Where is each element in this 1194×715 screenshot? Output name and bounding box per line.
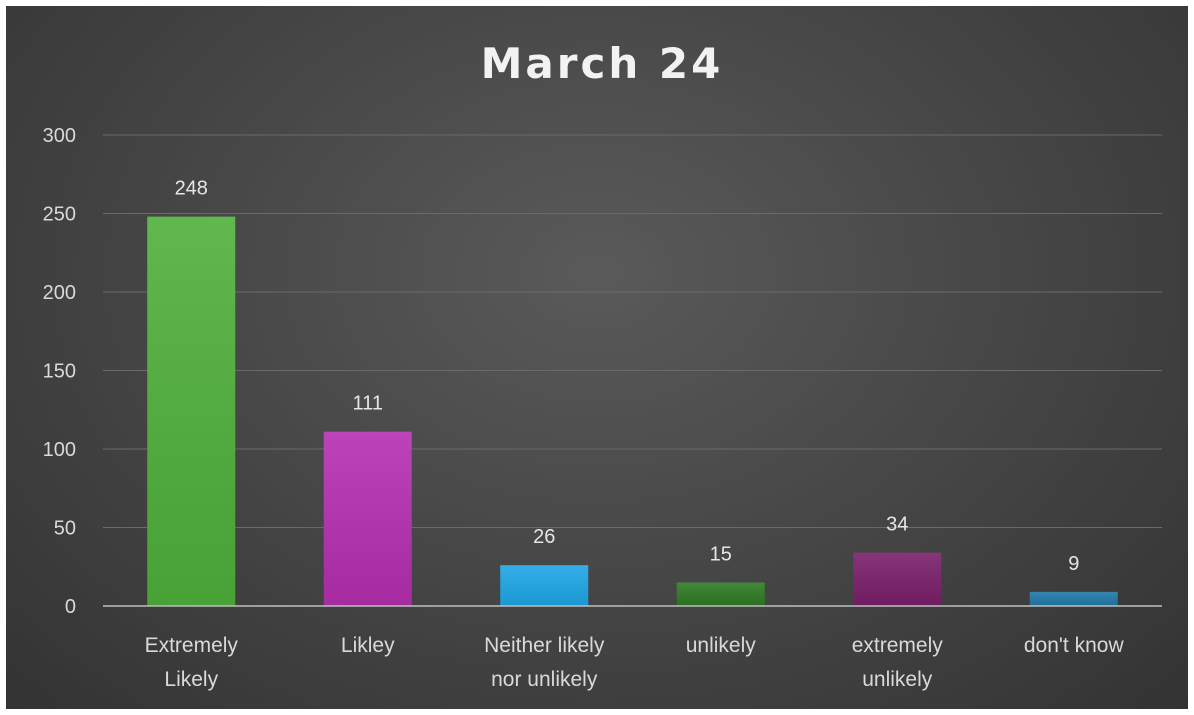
y-tick-label: 250 <box>43 204 76 226</box>
data-label: 111 <box>353 393 383 415</box>
category-label: Extremely <box>145 634 239 657</box>
category-label: Likely <box>164 668 218 691</box>
category-label: unlikely <box>862 668 933 691</box>
chart-title: March 24 <box>481 39 724 88</box>
bar-shading <box>147 216 236 606</box>
data-label: 15 <box>710 543 732 565</box>
gridlines <box>103 134 1162 528</box>
category-label: Likley <box>341 634 395 657</box>
data-label: 34 <box>886 514 908 536</box>
y-tick-label: 150 <box>43 361 76 383</box>
y-tick-label: 100 <box>43 439 76 461</box>
bar-shading <box>500 565 589 606</box>
category-label: Neither likely <box>484 634 605 657</box>
category-label: nor unlikely <box>491 668 598 691</box>
data-label: 26 <box>533 526 555 548</box>
y-axis-ticks: 0 50 100 150 200 250 300 <box>43 125 76 618</box>
data-label: 248 <box>175 178 208 200</box>
bar-shading <box>853 552 942 606</box>
y-tick-label: 300 <box>43 125 76 147</box>
category-label: extremely <box>852 634 944 657</box>
bars <box>147 216 1118 606</box>
x-axis-labels: Extremely Likely Likley Neither likely nor u… <box>145 634 1125 691</box>
y-tick-label: 50 <box>54 518 76 540</box>
y-tick-label: 0 <box>65 596 76 618</box>
category-label: unlikely <box>686 634 757 657</box>
category-label: don't know <box>1024 634 1125 657</box>
bar-shading <box>1029 591 1118 606</box>
bar-shading <box>323 431 412 606</box>
bar-shading <box>676 582 765 606</box>
y-tick-label: 200 <box>43 282 76 304</box>
data-label: 9 <box>1068 553 1079 575</box>
data-labels: 248 111 26 15 34 9 <box>175 178 1080 575</box>
